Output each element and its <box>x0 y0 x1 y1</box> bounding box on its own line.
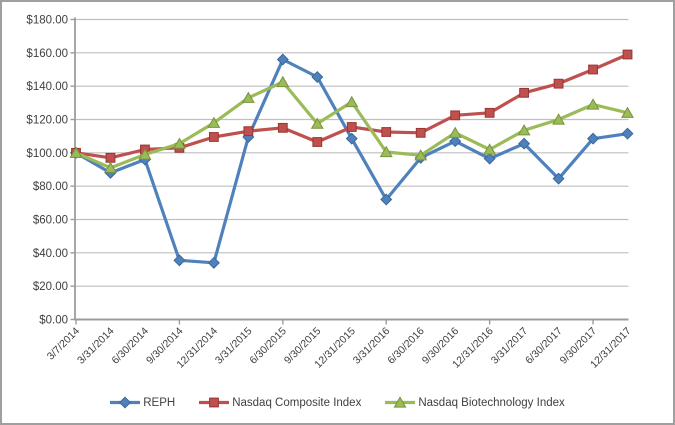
y-axis-label: $80.00 <box>33 181 68 193</box>
data-point-square-icon <box>519 87 530 98</box>
data-point-triangle-icon <box>517 124 531 136</box>
data-point-diamond-icon <box>552 172 565 185</box>
legend-marker-triangle-icon <box>385 396 416 408</box>
y-axis-label: $120.00 <box>26 115 68 127</box>
data-point-square-icon <box>484 107 495 118</box>
data-point-diamond-icon <box>483 152 496 165</box>
legend-item-nasdaq-composite-index: Nasdaq Composite Index <box>199 396 361 409</box>
data-point-square-icon <box>415 127 426 138</box>
data-point-triangle-icon <box>379 145 393 158</box>
data-point-diamond-icon <box>276 53 289 66</box>
data-point-square-icon <box>105 152 116 163</box>
data-point-triangle-icon <box>586 98 600 110</box>
data-point-diamond-icon <box>311 70 324 84</box>
data-point-triangle-icon <box>393 396 407 408</box>
data-point-square-icon <box>450 110 461 121</box>
y-axis-label: $100.00 <box>26 148 68 160</box>
data-point-square-icon <box>208 132 219 142</box>
data-point-triangle-icon <box>621 106 634 118</box>
data-point-triangle-icon <box>552 113 566 125</box>
data-point-triangle-icon <box>69 146 83 158</box>
data-point-diamond-icon <box>380 193 393 206</box>
data-point-diamond-icon <box>207 256 220 269</box>
data-point-triangle-icon <box>448 126 462 138</box>
y-axis-label: $140.00 <box>26 81 68 93</box>
legend-label: Nasdaq Composite Index <box>232 396 362 409</box>
x-axis-labels: 3/7/20143/31/20146/30/20149/30/201412/31… <box>45 319 634 371</box>
data-point-triangle-icon <box>138 148 152 160</box>
data-point-diamond-icon <box>173 254 186 267</box>
data-point-square-icon <box>277 122 288 133</box>
y-axis-label: $60.00 <box>33 215 68 227</box>
legend-label: REPH <box>143 396 176 409</box>
data-point-triangle-icon <box>483 143 497 155</box>
legend-marker-square-icon <box>199 397 230 408</box>
data-point-diamond-icon <box>119 396 132 409</box>
gridlines <box>70 18 629 321</box>
data-point-triangle-icon <box>310 117 324 129</box>
data-point-diamond-icon <box>621 127 634 140</box>
data-point-square-icon <box>553 78 564 89</box>
data-point-triangle-icon <box>104 161 117 173</box>
legend-item-reph: REPH <box>110 396 175 409</box>
data-point-diamond-icon <box>345 132 358 145</box>
data-point-square-icon <box>588 64 598 75</box>
legend-item-nasdaq-biotechnology-index: Nasdaq Biotechnology Index <box>385 396 565 409</box>
y-axis-label: $20.00 <box>33 281 68 293</box>
y-axis-labels: $0.00 $20.00 $40.00 $60.00 $80.00 $100.00 $120… <box>26 15 68 327</box>
data-point-square-icon <box>243 126 254 137</box>
data-point-diamond-icon <box>449 135 462 148</box>
data-point-square-icon <box>209 397 220 408</box>
data-point-square-icon <box>346 122 357 132</box>
data-point-triangle-icon <box>241 91 255 103</box>
data-point-square-icon <box>381 127 392 137</box>
y-axis-label: $160.00 <box>26 48 68 60</box>
legend-marker-diamond-icon <box>110 396 141 409</box>
chart-legend: REPH Nasdaq Composite Index Nasdaq Biotech… <box>2 396 673 409</box>
data-point-triangle-icon <box>414 149 428 161</box>
legend-label: Nasdaq Biotechnology Index <box>418 396 565 409</box>
y-axis-label: $180.00 <box>26 15 68 27</box>
data-point-triangle-icon <box>276 75 290 88</box>
series-line-reph <box>74 57 630 265</box>
data-point-square-icon <box>312 137 323 147</box>
data-point-diamond-icon <box>587 132 600 145</box>
y-axis-label: $40.00 <box>33 248 68 260</box>
data-point-triangle-icon <box>207 116 221 128</box>
data-point-triangle-icon <box>172 137 186 149</box>
data-point-triangle-icon <box>345 95 359 108</box>
series-nasdaq-biotechnology-index <box>69 75 634 173</box>
y-axis-label: $0.00 <box>39 315 68 327</box>
data-point-diamond-icon <box>518 137 531 150</box>
data-point-square-icon <box>622 49 633 60</box>
